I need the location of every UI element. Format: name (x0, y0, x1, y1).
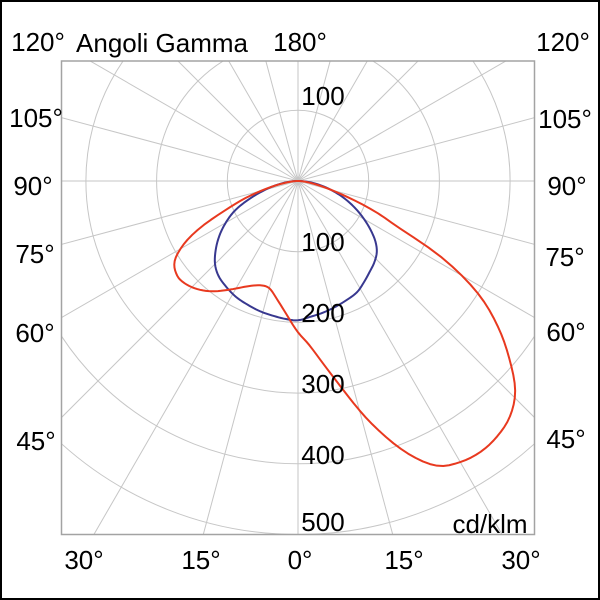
unit-label: cd/klm (452, 509, 528, 539)
chart-title: Angoli Gamma (76, 28, 248, 58)
gamma-angle-label-bottom-15r: 15° (384, 545, 424, 575)
gamma-angle-label-right-45: 45° (546, 424, 586, 454)
blue-curve (213, 180, 378, 322)
gamma-angle-label-bottom-30l: 30° (64, 545, 104, 575)
gamma-angle-label-right-75: 75° (545, 242, 585, 272)
gamma-angle-label-left-45: 45° (16, 426, 56, 456)
gamma-angle-label-top-right: 120° (536, 27, 590, 57)
gamma-angle-label-bottom-30r: 30° (501, 545, 541, 575)
radial-tick-label-100: 100 (301, 227, 345, 257)
gamma-angle-label-top-center: 180° (273, 27, 327, 57)
gamma-angle-label-right-90: 90° (547, 171, 587, 201)
gamma-angle-label-left-60: 60° (15, 318, 55, 348)
radial-tick-label-300: 300 (301, 369, 345, 399)
gamma-angle-label-right-60: 60° (546, 317, 586, 347)
plot-border (60, 60, 536, 536)
radial-tick-label-200: 200 (301, 298, 345, 328)
radial-tick-label-100-upper: 100 (301, 81, 345, 111)
gamma-angle-label-bottom-15l: 15° (181, 545, 221, 575)
gamma-angle-label-left-90: 90° (13, 171, 53, 201)
radial-tick-label-500: 500 (301, 507, 345, 537)
red-curve (173, 180, 517, 467)
gamma-angle-label-top-left: 120° (11, 27, 65, 57)
gamma-angle-label-right-105: 105° (538, 104, 592, 134)
gamma-angle-label-bottom-0: 0° (287, 545, 313, 575)
gamma-angle-label-left-105: 105° (9, 103, 63, 133)
radial-tick-label-400: 400 (301, 440, 345, 470)
gamma-angle-label-left-75: 75° (15, 239, 55, 269)
